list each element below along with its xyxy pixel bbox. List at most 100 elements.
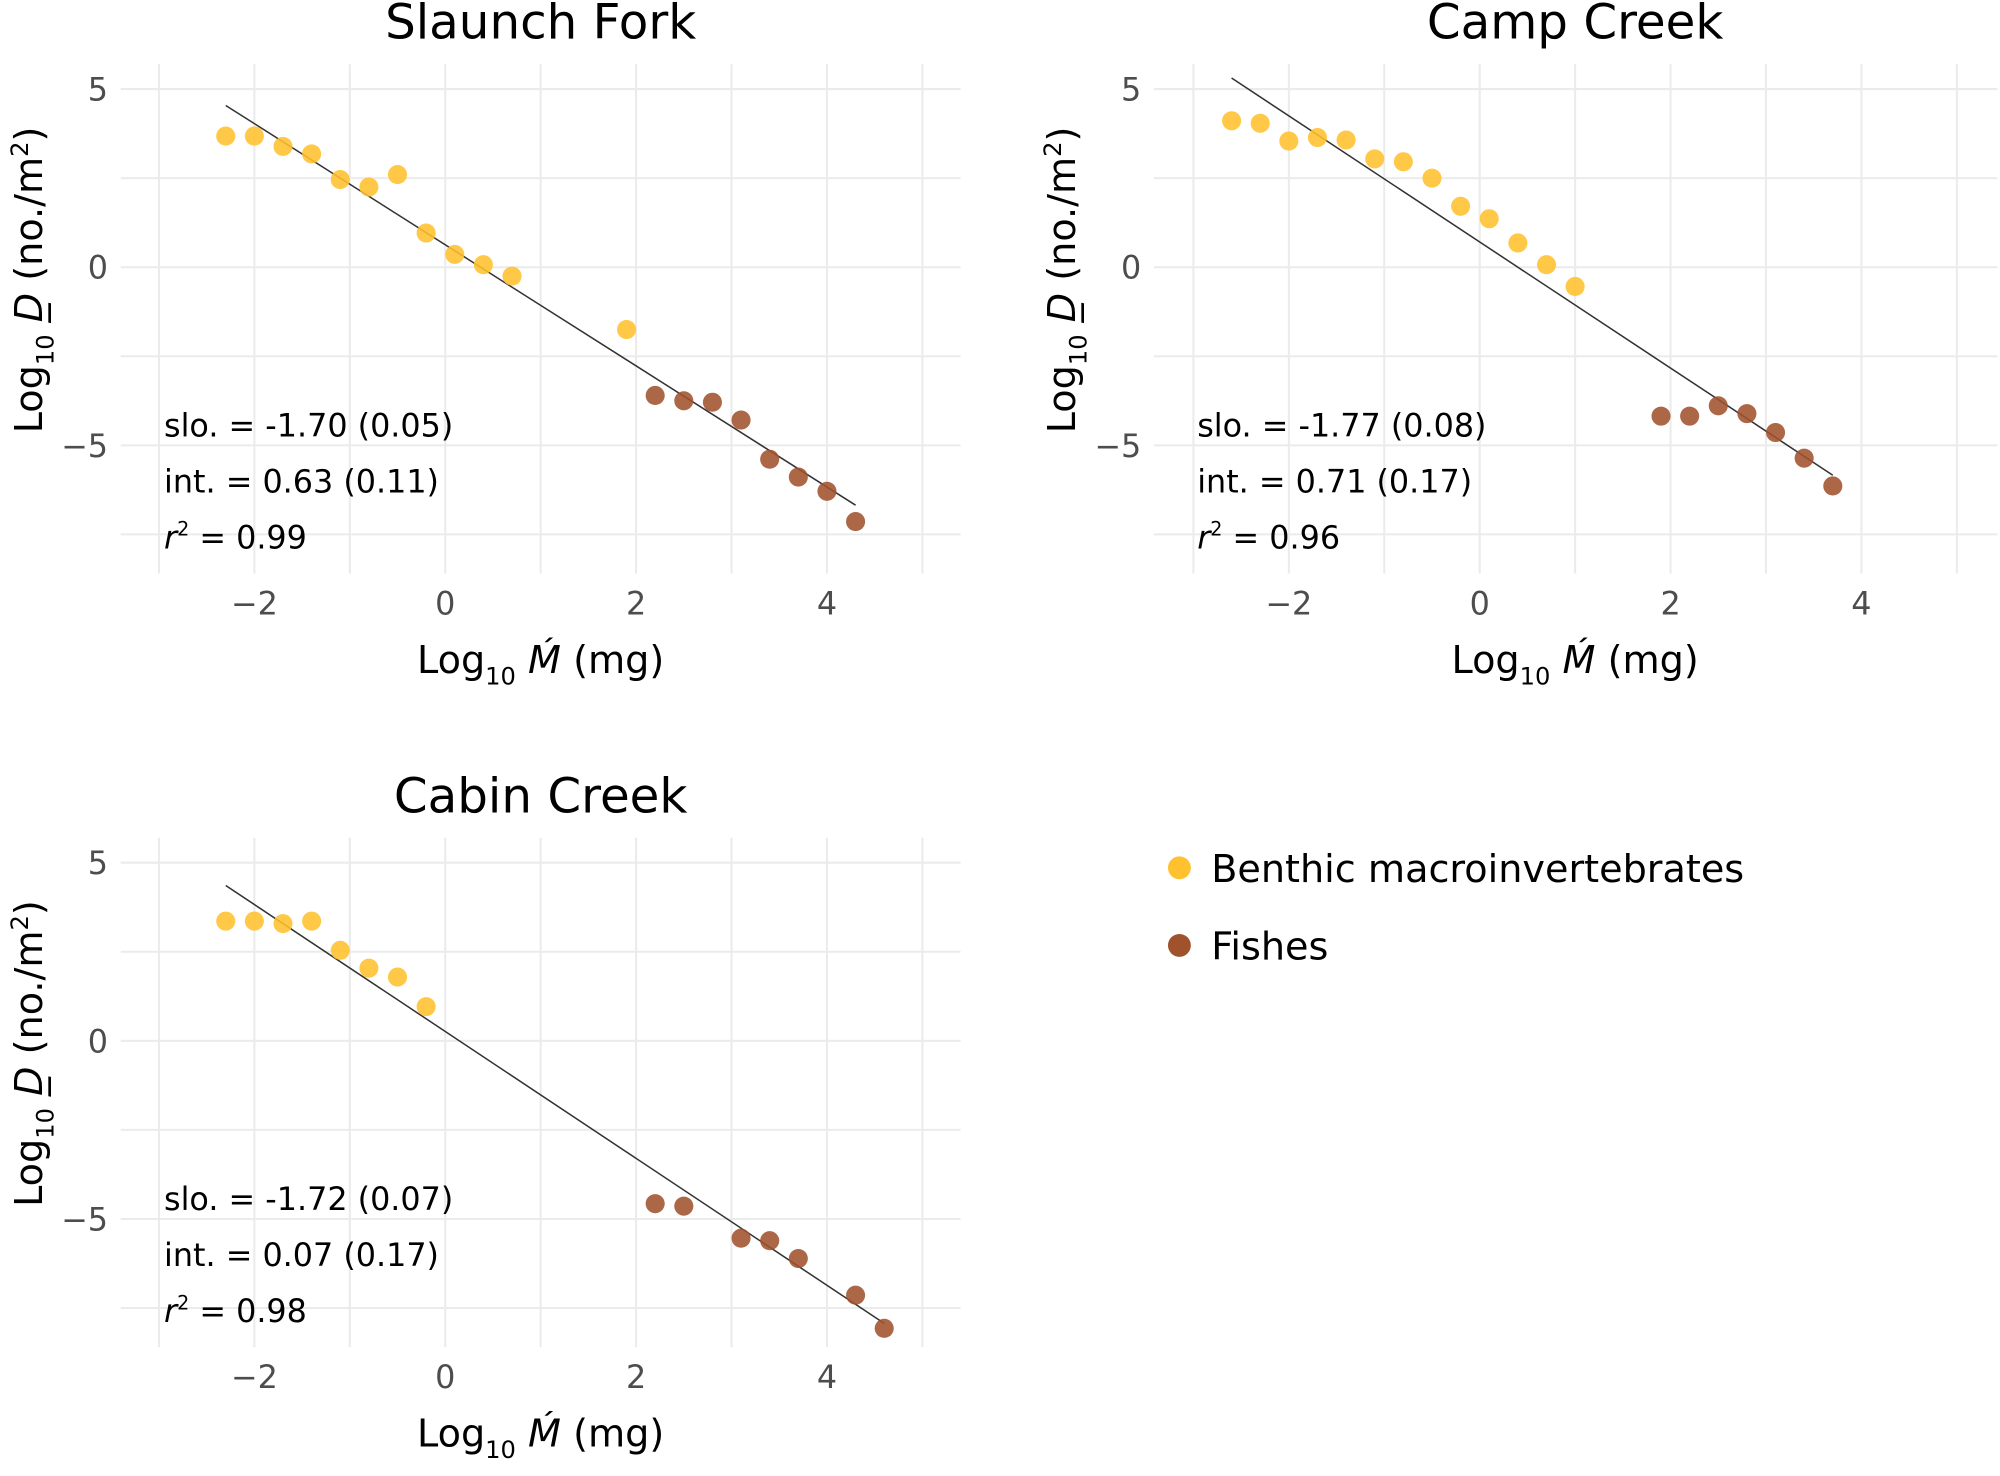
data-point bbox=[1451, 196, 1471, 216]
y-label-close: ) bbox=[8, 900, 52, 915]
y-tick-label: −5 bbox=[61, 1200, 108, 1238]
r2-value: = 0.99 bbox=[189, 518, 307, 556]
data-point bbox=[645, 385, 665, 406]
series-benthic-macroinvertebrates bbox=[216, 911, 436, 1017]
data-point bbox=[273, 136, 293, 156]
data-point bbox=[1222, 111, 1242, 131]
x-label-unit: (mg) bbox=[561, 639, 664, 683]
y-label-close: ) bbox=[1041, 127, 1085, 142]
y-label-var: D̲ bbox=[8, 1066, 52, 1108]
data-point bbox=[617, 320, 637, 340]
r2-value: = 0.98 bbox=[189, 1292, 307, 1330]
data-point bbox=[473, 255, 493, 275]
panel-title: Camp Creek bbox=[1427, 0, 1724, 51]
data-point bbox=[502, 266, 522, 286]
data-point bbox=[216, 126, 236, 146]
series-benthic-macroinvertebrates bbox=[1222, 111, 1585, 296]
data-point bbox=[1479, 209, 1499, 229]
y-tick-label: −5 bbox=[1094, 427, 1141, 465]
regression-line bbox=[225, 104, 856, 506]
data-point bbox=[445, 244, 465, 264]
y-label-unit: (no./m bbox=[8, 157, 52, 293]
series-fishes bbox=[645, 1194, 894, 1338]
x-tick-label: −2 bbox=[1265, 584, 1312, 622]
data-point bbox=[1336, 130, 1356, 150]
data-point bbox=[788, 1248, 808, 1269]
data-point bbox=[731, 410, 751, 430]
y-label-var: D̲ bbox=[8, 293, 52, 335]
data-point bbox=[1536, 255, 1557, 275]
slope-annotation: slo. = -1.70 (0.05) bbox=[164, 406, 453, 444]
y-label-sup: 2 bbox=[6, 915, 34, 930]
x-tick-label: 0 bbox=[1470, 584, 1490, 622]
series-benthic-macroinvertebrates bbox=[216, 126, 637, 340]
x-tick-label: 4 bbox=[817, 1358, 837, 1396]
slope-annotation: slo. = -1.72 (0.07) bbox=[164, 1180, 453, 1218]
x-label-prefix: Log bbox=[417, 639, 485, 683]
panel-title: Slaunch Fork bbox=[385, 0, 696, 51]
x-label-sub: 10 bbox=[485, 1436, 516, 1464]
data-point bbox=[846, 512, 866, 532]
data-point bbox=[874, 1318, 894, 1338]
x-axis-label: Log10 Ḿ (mg) bbox=[417, 1409, 664, 1463]
data-point bbox=[674, 1196, 694, 1216]
y-label-sub: 10 bbox=[1065, 334, 1093, 365]
data-point bbox=[1823, 476, 1843, 496]
r2-sup: 2 bbox=[177, 1292, 189, 1314]
data-point bbox=[674, 391, 694, 411]
intercept-annotation: int. = 0.63 (0.11) bbox=[164, 462, 439, 500]
legend-label: Benthic macroinvertebrates bbox=[1211, 848, 1744, 892]
data-point bbox=[1680, 406, 1700, 426]
data-point bbox=[330, 170, 350, 190]
x-label-prefix: Log bbox=[417, 1412, 485, 1456]
r2-annotation: r2 = 0.98 bbox=[164, 1292, 307, 1330]
data-point bbox=[1508, 233, 1528, 253]
y-label-sup: 2 bbox=[1039, 141, 1067, 156]
y-label-sup: 2 bbox=[6, 141, 34, 156]
y-tick-label: 0 bbox=[1121, 249, 1141, 287]
y-label-sub: 10 bbox=[31, 1108, 59, 1139]
y-tick-label: −5 bbox=[61, 427, 108, 465]
r2-label: r bbox=[1197, 518, 1212, 556]
r2-annotation: r2 = 0.99 bbox=[164, 518, 307, 556]
slope-annotation: slo. = -1.77 (0.08) bbox=[1197, 406, 1486, 444]
x-tick-label: 0 bbox=[435, 584, 455, 622]
y-label-sub: 10 bbox=[31, 334, 59, 365]
x-label-unit: (mg) bbox=[1595, 639, 1698, 683]
data-point bbox=[1651, 406, 1671, 426]
x-axis-label: Log10 Ḿ (mg) bbox=[417, 636, 664, 690]
y-tick-label: 5 bbox=[88, 844, 108, 882]
legend-label: Fishes bbox=[1211, 925, 1328, 969]
x-label-prefix: Log bbox=[1451, 639, 1519, 683]
data-point bbox=[387, 165, 408, 185]
y-axis-label: Log10 D̲ (no./m2) bbox=[1039, 127, 1092, 434]
y-label-prefix: Log bbox=[8, 1139, 52, 1207]
x-tick-label: 0 bbox=[435, 1358, 455, 1396]
data-point bbox=[416, 223, 436, 243]
data-point bbox=[330, 940, 350, 960]
data-point bbox=[1765, 422, 1786, 443]
data-point bbox=[1565, 276, 1585, 296]
x-tick-label: 2 bbox=[1660, 584, 1680, 622]
data-point bbox=[244, 126, 264, 146]
x-label-sub: 10 bbox=[1520, 662, 1551, 690]
data-point bbox=[244, 911, 264, 931]
data-point bbox=[359, 177, 379, 197]
r2-sup: 2 bbox=[1210, 519, 1222, 541]
data-point bbox=[273, 914, 293, 934]
x-label-unit: (mg) bbox=[561, 1412, 664, 1456]
x-label-var: Ḿ bbox=[516, 636, 561, 683]
x-label-var: Ḿ bbox=[516, 1409, 561, 1456]
data-point bbox=[788, 467, 808, 487]
intercept-annotation: int. = 0.07 (0.17) bbox=[164, 1236, 439, 1274]
panel-title: Cabin Creek bbox=[394, 768, 688, 824]
legend-swatch bbox=[1167, 856, 1191, 880]
data-point bbox=[1794, 448, 1814, 468]
x-label-var: Ḿ bbox=[1550, 636, 1595, 683]
y-label-prefix: Log bbox=[8, 365, 52, 433]
data-point bbox=[1737, 404, 1757, 424]
legend: Benthic macroinvertebrates Fishes bbox=[1167, 848, 1744, 969]
y-label-prefix: Log bbox=[1041, 365, 1085, 433]
